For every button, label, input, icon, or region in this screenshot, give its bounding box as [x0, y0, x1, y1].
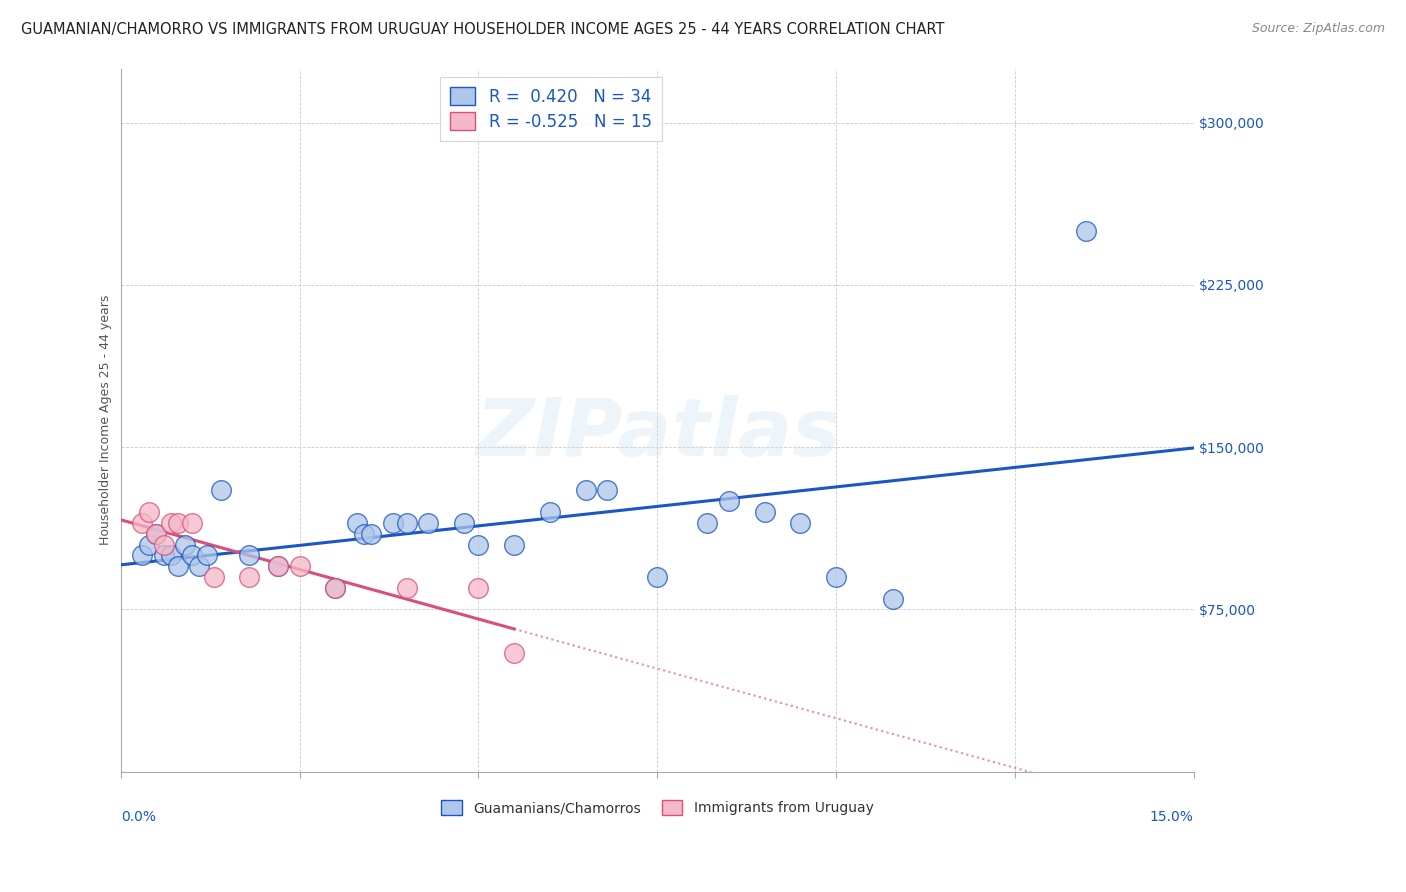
Point — [138, 505, 160, 519]
Point — [238, 570, 260, 584]
Point — [138, 537, 160, 551]
Point — [202, 570, 225, 584]
Point — [323, 581, 346, 595]
Point — [346, 516, 368, 530]
Text: ZIPatlas: ZIPatlas — [475, 395, 839, 473]
Point — [754, 505, 776, 519]
Point — [395, 581, 418, 595]
Text: 0.0%: 0.0% — [121, 810, 156, 824]
Point — [467, 581, 489, 595]
Point — [188, 559, 211, 574]
Point — [267, 559, 290, 574]
Point — [882, 591, 904, 606]
Point — [145, 526, 167, 541]
Point — [167, 516, 190, 530]
Point — [453, 516, 475, 530]
Point — [575, 483, 598, 498]
Point — [418, 516, 440, 530]
Point — [696, 516, 718, 530]
Text: GUAMANIAN/CHAMORRO VS IMMIGRANTS FROM URUGUAY HOUSEHOLDER INCOME AGES 25 - 44 YE: GUAMANIAN/CHAMORRO VS IMMIGRANTS FROM UR… — [21, 22, 945, 37]
Point — [209, 483, 232, 498]
Point — [1076, 224, 1098, 238]
Point — [181, 549, 204, 563]
Point — [145, 526, 167, 541]
Point — [538, 505, 561, 519]
Point — [503, 646, 526, 660]
Point — [596, 483, 619, 498]
Point — [159, 516, 181, 530]
Point — [503, 537, 526, 551]
Point — [131, 549, 153, 563]
Text: 15.0%: 15.0% — [1150, 810, 1194, 824]
Legend: Guamanians/Chamorros, Immigrants from Uruguay: Guamanians/Chamorros, Immigrants from Ur… — [436, 795, 879, 821]
Point — [825, 570, 848, 584]
Point — [381, 516, 404, 530]
Point — [288, 559, 311, 574]
Point — [789, 516, 811, 530]
Point — [323, 581, 346, 595]
Point — [467, 537, 489, 551]
Point — [353, 526, 375, 541]
Text: Source: ZipAtlas.com: Source: ZipAtlas.com — [1251, 22, 1385, 36]
Point — [238, 549, 260, 563]
Point — [159, 549, 181, 563]
Point — [131, 516, 153, 530]
Point — [181, 516, 204, 530]
Y-axis label: Householder Income Ages 25 - 44 years: Householder Income Ages 25 - 44 years — [100, 295, 112, 545]
Point — [152, 537, 174, 551]
Point — [167, 559, 190, 574]
Point — [360, 526, 382, 541]
Point — [152, 549, 174, 563]
Point — [395, 516, 418, 530]
Point — [174, 537, 197, 551]
Point — [717, 494, 740, 508]
Point — [195, 549, 218, 563]
Point — [645, 570, 668, 584]
Point — [267, 559, 290, 574]
